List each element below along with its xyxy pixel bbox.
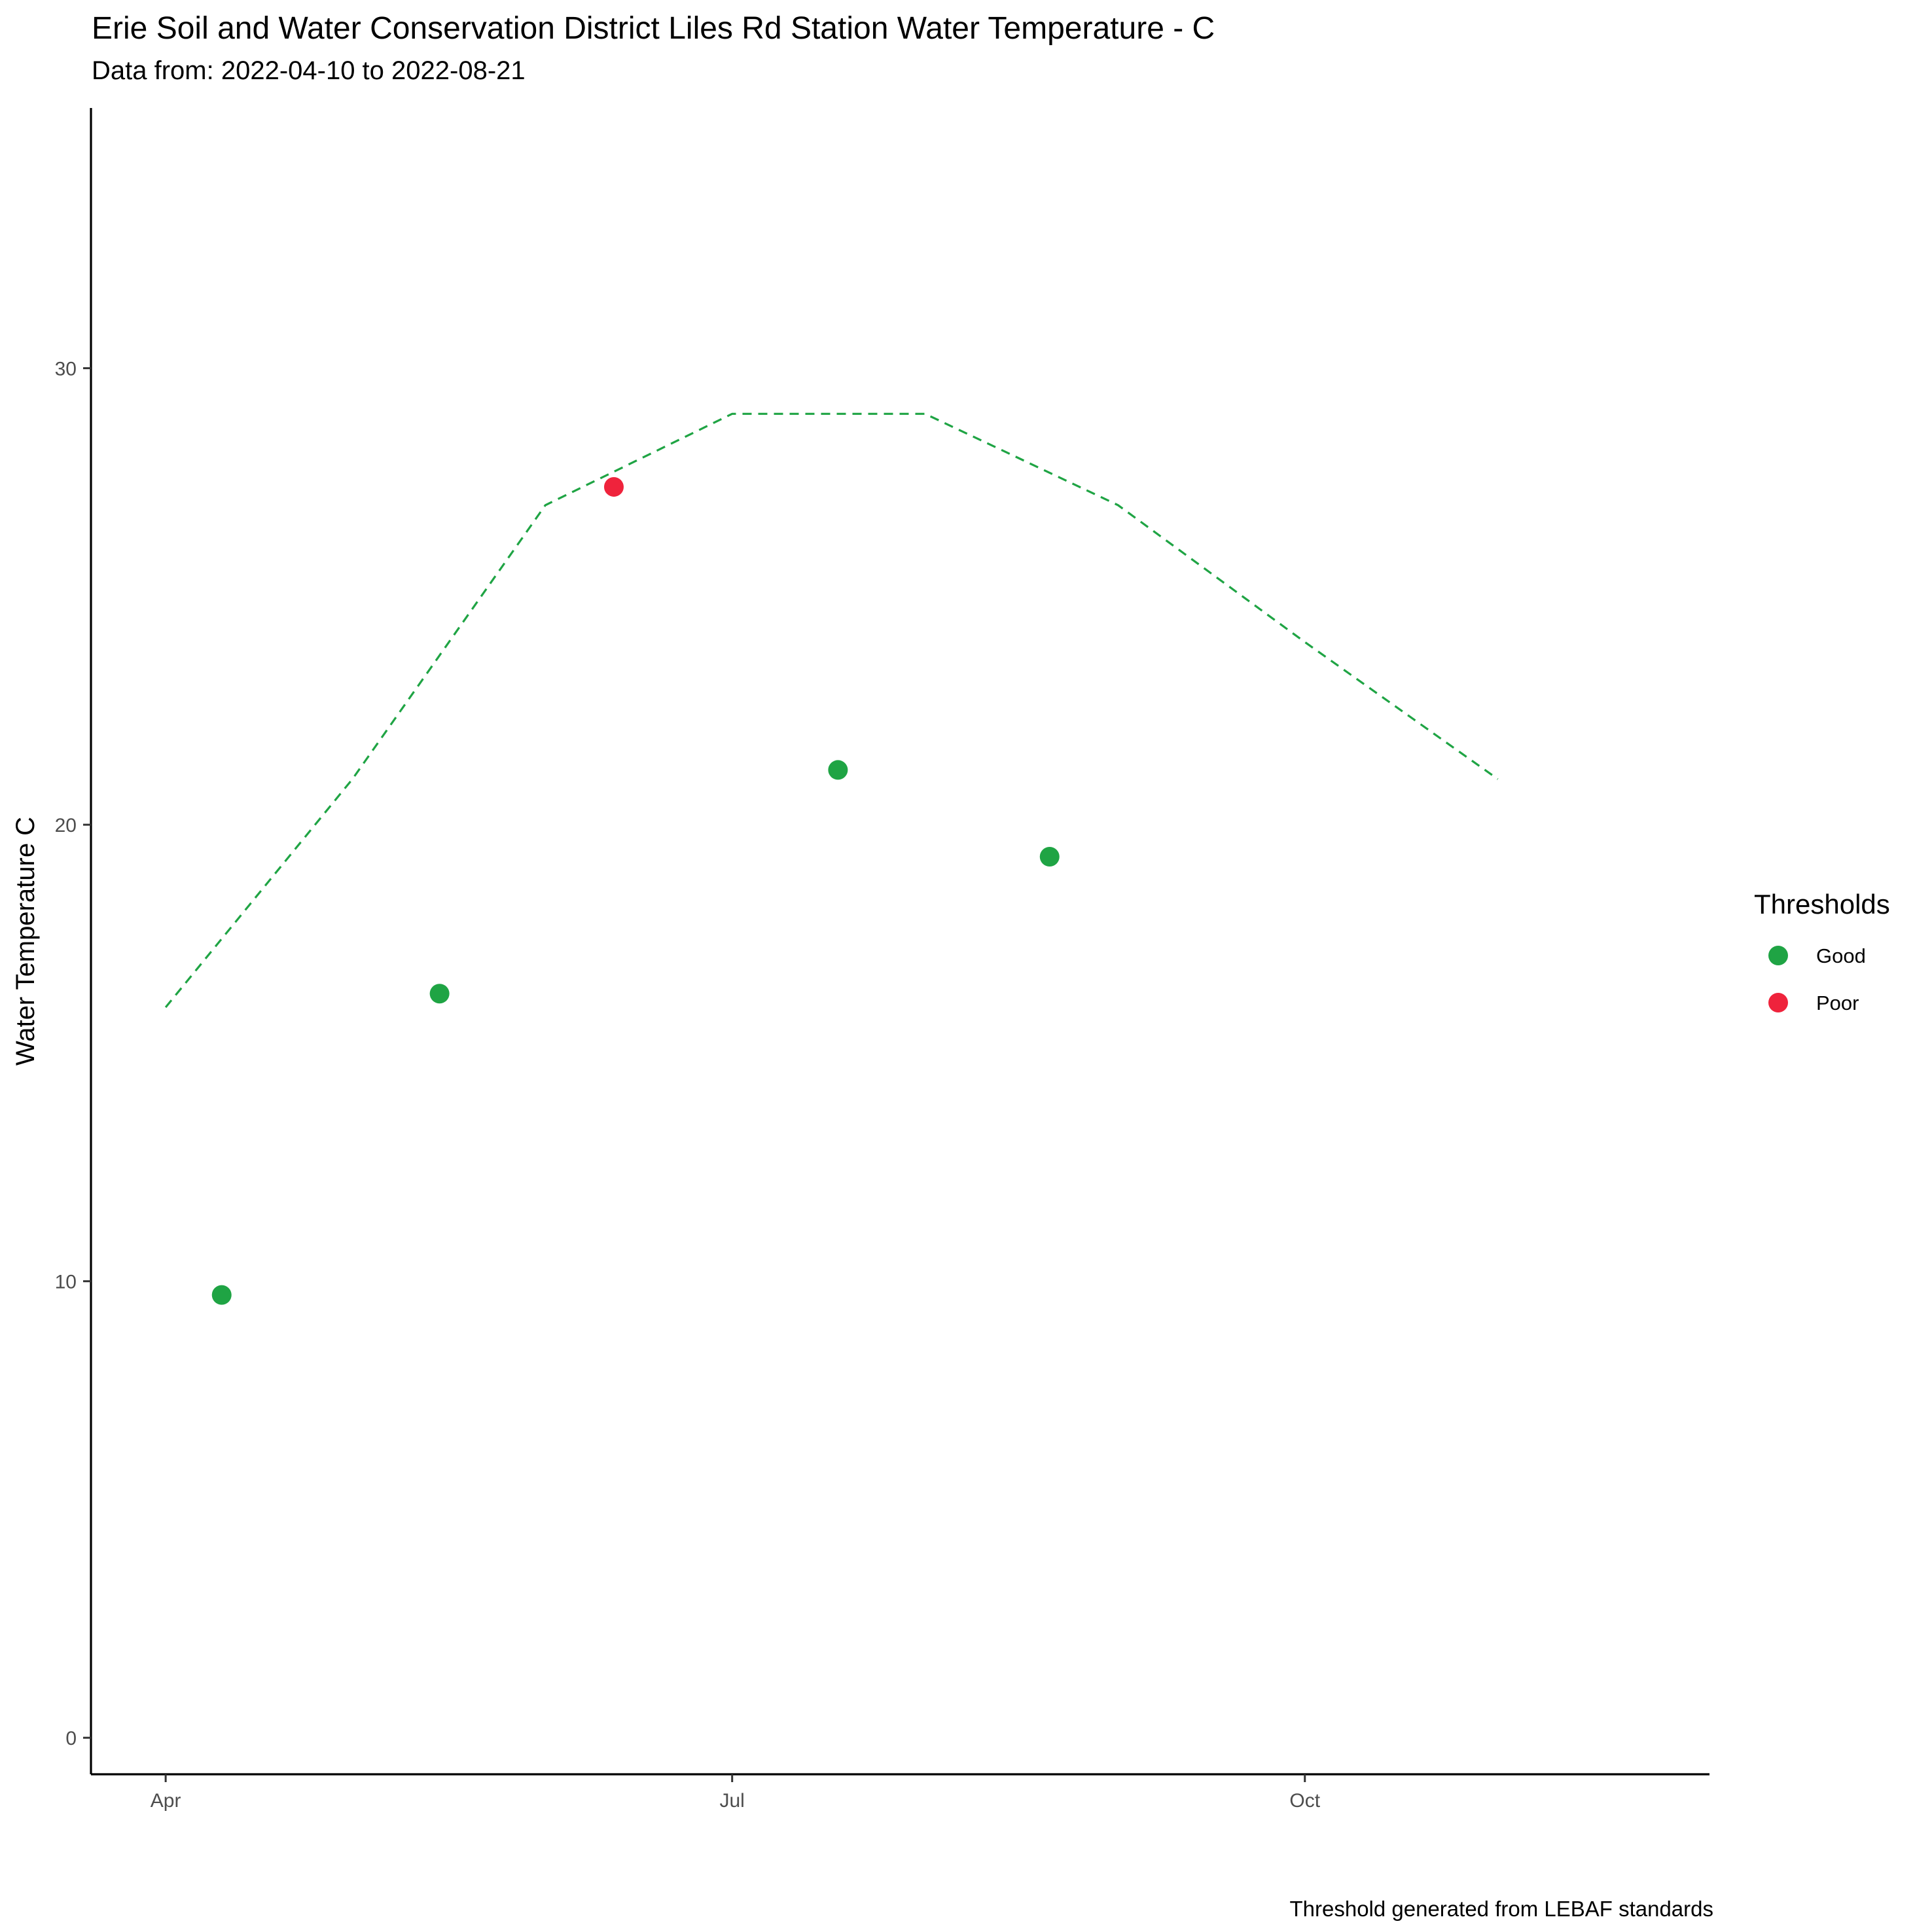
data-point-good bbox=[1039, 846, 1060, 867]
legend: Thresholds Good Poor bbox=[1754, 889, 1890, 1014]
x-tick-label: Jul bbox=[720, 1790, 745, 1812]
y-tick-label: 20 bbox=[55, 815, 77, 836]
legend-key-good bbox=[1768, 946, 1788, 965]
chart-caption: Threshold generated from LEBAF standards bbox=[1289, 1897, 1713, 1921]
data-point-good bbox=[429, 984, 450, 1004]
chart-title: Erie Soil and Water Conservation Distric… bbox=[92, 11, 1215, 46]
y-axis-title: Water Temperature C bbox=[11, 817, 40, 1065]
data-points-layer bbox=[211, 476, 1060, 1305]
legend-label-good: Good bbox=[1816, 944, 1866, 967]
axes-layer: 0 10 20 30 Apr Jul Oct Water Temperature C bbox=[11, 108, 1709, 1812]
y-tick-label: 30 bbox=[55, 359, 77, 380]
legend-label-poor: Poor bbox=[1816, 992, 1859, 1014]
legend-title: Thresholds bbox=[1754, 889, 1890, 920]
x-tick-label: Oct bbox=[1289, 1790, 1320, 1812]
data-point-good bbox=[211, 1285, 232, 1305]
legend-key-poor bbox=[1768, 993, 1788, 1012]
x-tick-label: Apr bbox=[151, 1790, 181, 1812]
threshold-line-layer bbox=[164, 412, 1499, 1009]
data-point-poor bbox=[603, 476, 624, 497]
data-point-good bbox=[828, 760, 848, 780]
threshold-line bbox=[164, 412, 1499, 1009]
chart-subtitle: Data from: 2022-04-10 to 2022-08-21 bbox=[92, 56, 526, 85]
y-tick-label: 10 bbox=[55, 1272, 77, 1293]
y-tick-label: 0 bbox=[65, 1728, 77, 1749]
